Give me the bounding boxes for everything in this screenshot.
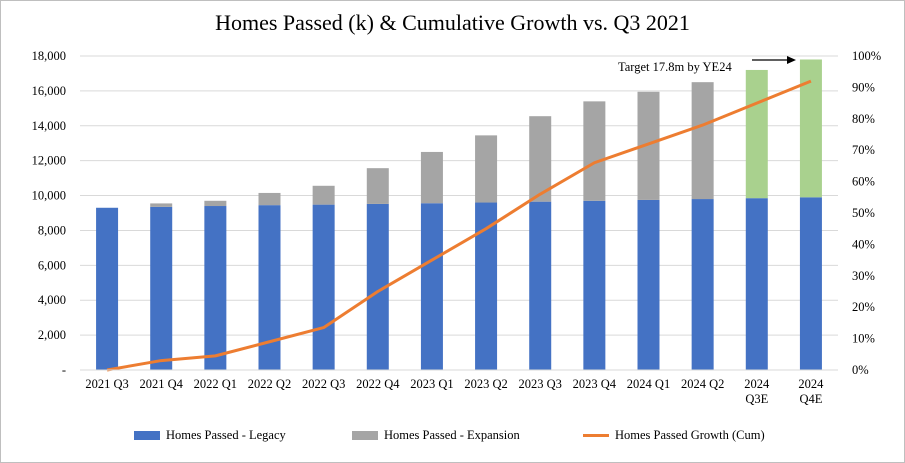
x-tick-label: 2021 Q3 bbox=[85, 377, 128, 391]
x-tick-label: Q3E bbox=[745, 392, 768, 406]
x-tick-label: 2024 Q2 bbox=[681, 377, 724, 391]
y-left-tick-label: 2,000 bbox=[38, 328, 66, 342]
x-tick-label: 2022 Q1 bbox=[194, 377, 237, 391]
growth-line bbox=[106, 79, 812, 372]
y-left-tick-label: 10,000 bbox=[32, 189, 66, 203]
x-tick-label: 2023 Q1 bbox=[410, 377, 453, 391]
bar-0 bbox=[420, 203, 443, 370]
x-tick-label: 2024 bbox=[744, 377, 770, 391]
target-annotation: Target 17.8m by YE24 bbox=[618, 60, 732, 74]
bar-0 bbox=[529, 201, 552, 370]
legend-swatch-legacy bbox=[134, 431, 160, 440]
x-tick-label: 2021 Q4 bbox=[140, 377, 184, 391]
bar-0 bbox=[258, 205, 281, 370]
y-right-tick-label: 100% bbox=[852, 49, 881, 63]
legend-label-legacy: Homes Passed - Legacy bbox=[166, 428, 286, 442]
bar-1 bbox=[366, 168, 389, 204]
x-tick-label: 2022 Q2 bbox=[248, 377, 291, 391]
annotation-arrow-head bbox=[787, 56, 796, 64]
chart-title: Homes Passed (k) & Cumulative Growth vs.… bbox=[215, 10, 690, 35]
legend-item-legacy: Homes Passed - Legacy bbox=[134, 428, 286, 443]
legend-swatch-expansion bbox=[352, 431, 378, 440]
y-left-tick-label: 8,000 bbox=[38, 223, 66, 237]
legend-item-growth: Homes Passed Growth (Cum) bbox=[583, 428, 765, 443]
y-left-tick-label: - bbox=[62, 363, 66, 377]
y-left-tick-label: 14,000 bbox=[32, 119, 66, 133]
bar-1 bbox=[258, 192, 281, 206]
bar-0 bbox=[637, 199, 660, 370]
x-tick-label: 2023 Q2 bbox=[464, 377, 507, 391]
bar-0 bbox=[583, 200, 606, 370]
bar-1 bbox=[312, 185, 335, 205]
bar-0 bbox=[691, 199, 714, 370]
legend-item-expansion: Homes Passed - Expansion bbox=[352, 428, 520, 443]
y-right-tick-label: 90% bbox=[852, 80, 875, 94]
y-right-tick-label: 30% bbox=[852, 269, 875, 283]
bar-1 bbox=[583, 101, 606, 201]
y-right-tick-label: 80% bbox=[852, 112, 875, 126]
bar-0 bbox=[745, 198, 768, 370]
x-tick-label: 2024 bbox=[798, 377, 824, 391]
bar-1 bbox=[420, 151, 443, 204]
y-right-tick-label: 70% bbox=[852, 143, 875, 157]
bar-1 bbox=[475, 135, 498, 203]
bar-1 bbox=[150, 203, 173, 207]
bar-1 bbox=[529, 116, 552, 202]
bar-0 bbox=[150, 206, 173, 370]
x-tick-label: 2022 Q4 bbox=[356, 377, 400, 391]
y-right-tick-label: 10% bbox=[852, 332, 875, 346]
x-tick-label: 2022 Q3 bbox=[302, 377, 345, 391]
bar-0 bbox=[799, 197, 822, 370]
bar-1 bbox=[637, 91, 660, 200]
legend-label-growth: Homes Passed Growth (Cum) bbox=[615, 428, 765, 442]
bar-1 bbox=[204, 200, 227, 207]
y-right-tick-label: 60% bbox=[852, 175, 875, 189]
legend-swatch-growth bbox=[583, 434, 609, 437]
y-left-tick-label: 18,000 bbox=[32, 49, 66, 63]
bar-2 bbox=[745, 69, 768, 199]
y-right-tick-label: 50% bbox=[852, 206, 875, 220]
bar-0 bbox=[475, 202, 498, 370]
y-right-tick-label: 20% bbox=[852, 300, 875, 314]
bar-0 bbox=[312, 204, 335, 370]
bar-0 bbox=[96, 207, 119, 370]
bar-0 bbox=[204, 206, 227, 370]
y-left-tick-label: 12,000 bbox=[32, 154, 66, 168]
bar-0 bbox=[366, 203, 389, 370]
x-tick-label: Q4E bbox=[799, 392, 822, 406]
y-right-tick-label: 40% bbox=[852, 237, 875, 251]
x-tick-label: 2024 Q1 bbox=[627, 377, 670, 391]
bar-1 bbox=[691, 82, 714, 200]
y-right-tick-label: 0% bbox=[852, 363, 869, 377]
y-left-tick-label: 6,000 bbox=[38, 258, 66, 272]
legend-label-expansion: Homes Passed - Expansion bbox=[384, 428, 520, 442]
bar-2 bbox=[799, 59, 822, 198]
y-left-tick-label: 4,000 bbox=[38, 293, 66, 307]
x-tick-label: 2023 Q3 bbox=[519, 377, 562, 391]
x-tick-label: 2023 Q4 bbox=[573, 377, 617, 391]
chart-legend: Homes Passed - Legacy Homes Passed - Exp… bbox=[0, 428, 905, 448]
y-left-tick-label: 16,000 bbox=[32, 84, 66, 98]
